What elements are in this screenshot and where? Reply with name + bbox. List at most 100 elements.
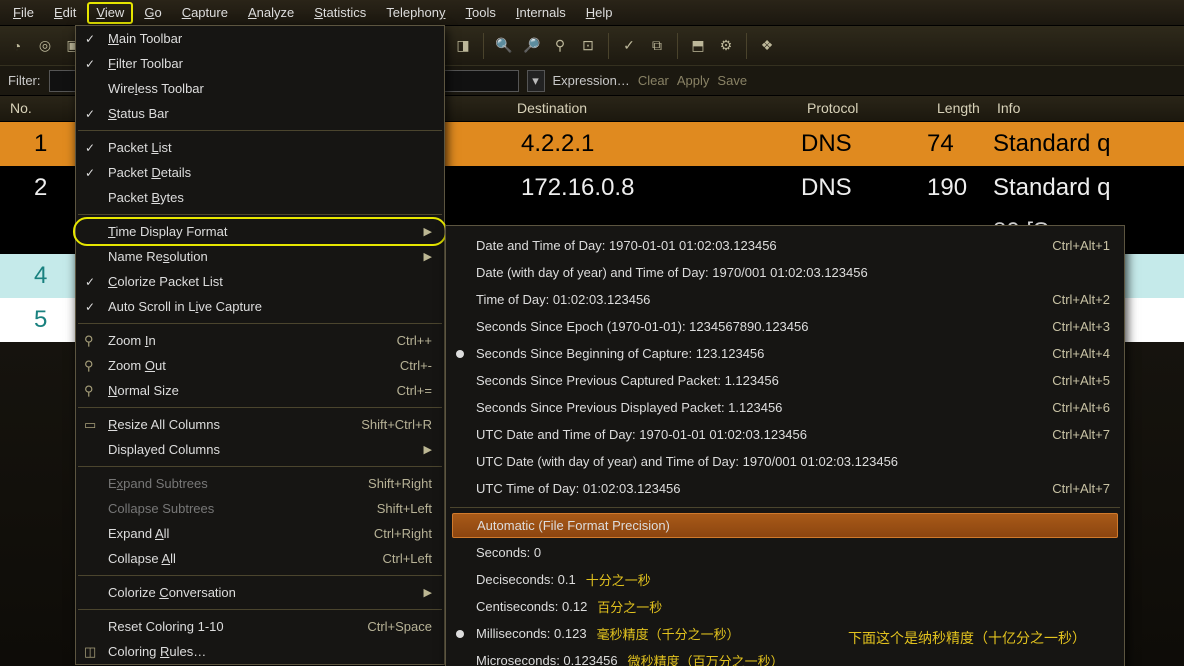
menu-icon: ⚲ xyxy=(84,333,94,349)
menu-analyze[interactable]: Analyze xyxy=(239,3,303,22)
submenu-item-utc-date-and-time-of-day[interactable]: UTC Date and Time of Day: 1970-01-01 01:… xyxy=(446,421,1124,448)
menu-item-main-toolbar[interactable]: ✓Main Toolbar xyxy=(76,26,444,51)
toolbar-icon[interactable]: ◎ xyxy=(34,35,56,57)
col-header-destination[interactable]: Destination xyxy=(507,96,797,121)
menu-label: Packet Details xyxy=(108,165,191,180)
submenu-label: Centiseconds: 0.12 xyxy=(476,599,587,614)
menu-accel: Shift+Left xyxy=(377,501,432,516)
toolbar-icon[interactable]: ⊡ xyxy=(577,35,599,57)
submenu-item-utc-time-of-day[interactable]: UTC Time of Day: 01:02:03.123456Ctrl+Alt… xyxy=(446,475,1124,502)
menu-item-expand-all[interactable]: Expand AllCtrl+Right xyxy=(76,521,444,546)
menu-view[interactable]: View xyxy=(87,2,133,24)
submenu-item-seconds-since-previous-captured-packet[interactable]: Seconds Since Previous Captured Packet: … xyxy=(446,367,1124,394)
toolbar-icon[interactable]: ⚙ xyxy=(715,35,737,57)
menu-item-name-resolution[interactable]: Name Resolution ▶ xyxy=(76,244,444,269)
toolbar-icon[interactable]: ⚲ xyxy=(549,35,571,57)
menu-accel: Ctrl+Right xyxy=(374,526,432,541)
submenu-label: Deciseconds: 0.1 xyxy=(476,572,576,587)
menu-item-packet-bytes[interactable]: Packet Bytes xyxy=(76,185,444,210)
toolbar-icon[interactable]: ◔ xyxy=(6,35,28,57)
menu-statistics[interactable]: Statistics xyxy=(305,3,375,22)
submenu-arrow-icon: ▶ xyxy=(424,225,432,238)
toolbar-icon[interactable]: 🔎 xyxy=(521,35,543,57)
submenu-item-deciseconds[interactable]: Deciseconds: 0.1十分之一秒 xyxy=(446,566,1124,593)
submenu-item-centiseconds[interactable]: Centiseconds: 0.12百分之一秒 xyxy=(446,593,1124,620)
menu-item-coloring-rules[interactable]: ◫Coloring Rules… xyxy=(76,639,444,664)
submenu-item-microseconds[interactable]: Microseconds: 0.123456微秒精度（百万分之一秒） xyxy=(446,647,1124,666)
submenu-arrow-icon: ▶ xyxy=(424,250,432,263)
submenu-label: Automatic (File Format Precision) xyxy=(477,518,670,533)
cell-length: 190 xyxy=(927,174,987,202)
toolbar-icon[interactable]: ❖ xyxy=(756,35,778,57)
toolbar-icon[interactable]: ⬒ xyxy=(687,35,709,57)
menu-label: Packet Bytes xyxy=(108,190,184,205)
menu-label: Collapse Subtrees xyxy=(108,501,214,516)
submenu-item-automatic[interactable]: Automatic (File Format Precision) xyxy=(452,513,1118,538)
submenu-label: Time of Day: 01:02:03.123456 xyxy=(476,292,650,307)
menu-item-collapse-all[interactable]: Collapse AllCtrl+Left xyxy=(76,546,444,571)
menu-label: Name Resolution xyxy=(108,249,208,264)
menu-item-packet-details[interactable]: ✓ Packet Details xyxy=(76,160,444,185)
submenu-accel: Ctrl+Alt+6 xyxy=(1052,400,1110,415)
menu-item-status-bar[interactable]: ✓Status Bar xyxy=(76,101,444,126)
submenu-item-date-with-day-of-year-and-time-of-day[interactable]: Date (with day of year) and Time of Day:… xyxy=(446,259,1124,286)
submenu-label: UTC Time of Day: 01:02:03.123456 xyxy=(476,481,681,496)
check-icon: ✓ xyxy=(85,166,95,180)
menu-telephony[interactable]: Telephony xyxy=(377,3,454,22)
apply-link[interactable]: Apply xyxy=(677,73,710,88)
menu-item-colorize-packet-list[interactable]: ✓Colorize Packet List xyxy=(76,269,444,294)
menu-item-resize-all-columns[interactable]: ▭Resize All ColumnsShift+Ctrl+R xyxy=(76,412,444,437)
submenu-item-utc-date-with-day-of-year-and-time-of-day[interactable]: UTC Date (with day of year) and Time of … xyxy=(446,448,1124,475)
menu-label: Colorize Conversation xyxy=(108,585,236,600)
submenu-item-date-and-time-of-day[interactable]: Date and Time of Day: 1970-01-01 01:02:0… xyxy=(446,232,1124,259)
menu-label: Expand Subtrees xyxy=(108,476,208,491)
submenu-accel: Ctrl+Alt+5 xyxy=(1052,373,1110,388)
menu-item-wireless-toolbar[interactable]: Wireless Toolbar xyxy=(76,76,444,101)
menu-edit[interactable]: Edit xyxy=(45,3,85,22)
menu-label: Status Bar xyxy=(108,106,169,121)
submenu-item-seconds-since-epoch-1970-01-01[interactable]: Seconds Since Epoch (1970-01-01): 123456… xyxy=(446,313,1124,340)
menu-item-normal-size[interactable]: ⚲Normal SizeCtrl+= xyxy=(76,378,444,403)
clear-link[interactable]: Clear xyxy=(638,73,669,88)
menu-internals[interactable]: Internals xyxy=(507,3,575,22)
submenu-accel: Ctrl+Alt+2 xyxy=(1052,292,1110,307)
menu-item-colorize-conversation[interactable]: Colorize Conversation▶ xyxy=(76,580,444,605)
menu-tools[interactable]: Tools xyxy=(457,3,505,22)
menu-item-displayed-columns[interactable]: Displayed Columns▶ xyxy=(76,437,444,462)
menu-file[interactable]: File xyxy=(4,3,43,22)
col-header-info[interactable]: Info xyxy=(987,96,1184,121)
menu-item-packet-list[interactable]: ✓Packet List xyxy=(76,135,444,160)
submenu-item-time-of-day[interactable]: Time of Day: 01:02:03.123456 Ctrl+Alt+2 xyxy=(446,286,1124,313)
menu-accel: Ctrl++ xyxy=(397,333,432,348)
menu-item-auto-scroll-in-live-capture[interactable]: ✓Auto Scroll in Live Capture xyxy=(76,294,444,319)
toolbar-icon[interactable]: ⧉ xyxy=(646,35,668,57)
annotation: 毫秒精度（千分之一秒） xyxy=(597,624,740,643)
cell-info: Standard q xyxy=(987,174,1184,202)
menu-item-filter-toolbar[interactable]: ✓Filter Toolbar xyxy=(76,51,444,76)
menu-label: Resize All Columns xyxy=(108,417,220,432)
cell-destination: 4.2.2.1 xyxy=(507,130,797,158)
submenu-accel: Ctrl+Alt+1 xyxy=(1052,238,1110,253)
expression-link[interactable]: Expression… xyxy=(553,73,630,88)
submenu-item-seconds-since-beginning-of-capture[interactable]: Seconds Since Beginning of Capture: 123.… xyxy=(446,340,1124,367)
filter-dropdown[interactable]: ▾ xyxy=(527,70,545,92)
toolbar-icon[interactable]: 🔍 xyxy=(493,35,515,57)
menu-icon: ⚲ xyxy=(84,358,94,374)
menu-capture[interactable]: Capture xyxy=(173,3,237,22)
menu-item-zoom-in[interactable]: ⚲Zoom InCtrl++ xyxy=(76,328,444,353)
menu-item-reset-coloring-1-10[interactable]: Reset Coloring 1-10Ctrl+Space xyxy=(76,614,444,639)
save-link[interactable]: Save xyxy=(717,73,747,88)
toolbar-icon[interactable]: ◨ xyxy=(452,35,474,57)
menu-item-zoom-out[interactable]: ⚲Zoom OutCtrl+- xyxy=(76,353,444,378)
menu-accel: Ctrl+Left xyxy=(383,551,433,566)
menu-item-time-display-format[interactable]: Time Display Format▶ xyxy=(76,219,444,244)
toolbar-icon[interactable]: ✓ xyxy=(618,35,640,57)
menu-help[interactable]: Help xyxy=(577,3,622,22)
col-header-protocol[interactable]: Protocol xyxy=(797,96,927,121)
radio-icon xyxy=(456,350,464,358)
submenu-item-seconds-since-previous-displayed-packet[interactable]: Seconds Since Previous Displayed Packet:… xyxy=(446,394,1124,421)
col-header-length[interactable]: Length xyxy=(927,96,987,121)
submenu-item-seconds[interactable]: Seconds: 0 xyxy=(446,539,1124,566)
menu-go[interactable]: Go xyxy=(135,3,170,22)
annotation-nanosecond: 下面这个是纳秒精度（十亿分之一秒） xyxy=(848,628,1086,648)
